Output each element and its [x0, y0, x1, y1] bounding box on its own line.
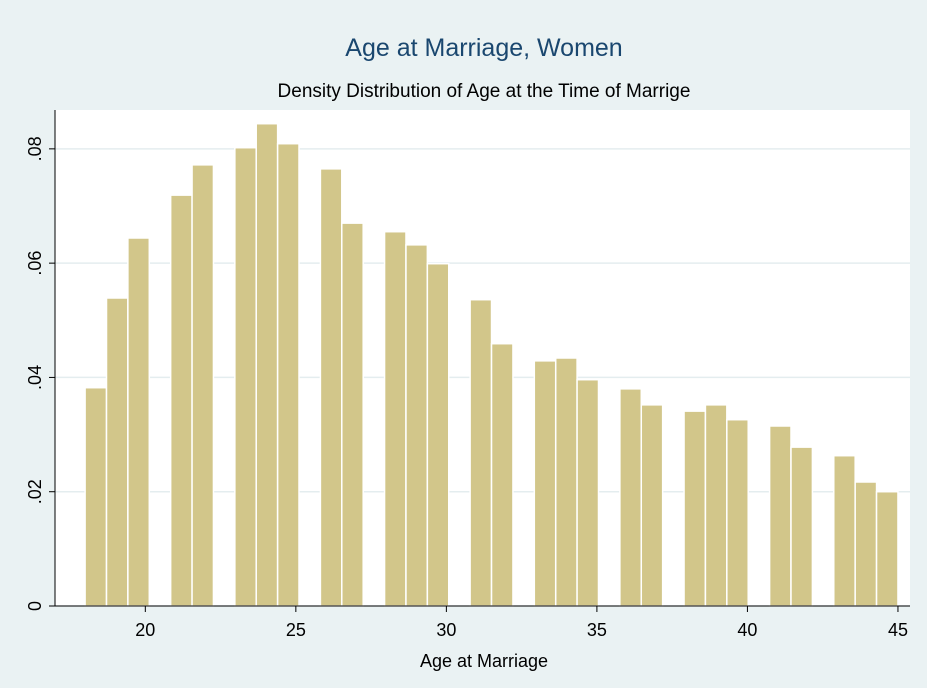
y-tick-label: .04	[25, 365, 45, 390]
x-tick-label: 30	[436, 620, 456, 640]
bar	[105, 297, 129, 607]
bar	[576, 378, 600, 607]
bar	[169, 194, 193, 607]
bar	[726, 418, 749, 607]
bar	[768, 425, 792, 607]
bar	[854, 481, 878, 607]
bar	[704, 404, 728, 607]
x-tick-label: 25	[286, 620, 306, 640]
x-tick-label: 45	[888, 620, 908, 640]
bar	[276, 142, 300, 607]
bar	[490, 342, 514, 607]
bar	[84, 386, 108, 607]
x-tick-label: 35	[587, 620, 607, 640]
x-tick-label: 40	[737, 620, 757, 640]
bar	[683, 410, 707, 607]
bar	[554, 357, 578, 607]
bar	[383, 230, 407, 607]
x-tick-label: 20	[135, 620, 155, 640]
chart-subtitle: Density Distribution of Age at the Time …	[278, 81, 691, 102]
bar	[319, 168, 343, 607]
bar	[640, 404, 664, 607]
bar	[875, 490, 899, 607]
bar	[191, 164, 215, 607]
y-tick-label: .08	[25, 136, 45, 161]
bar	[619, 388, 643, 607]
bar	[255, 122, 279, 607]
y-tick-label: .06	[25, 251, 45, 276]
bar	[405, 244, 429, 607]
y-tick-label: .02	[25, 479, 45, 504]
bar	[341, 222, 364, 607]
y-tick-label: 0	[25, 601, 45, 611]
bar	[833, 454, 856, 607]
bar	[127, 237, 151, 607]
bar	[426, 262, 450, 607]
x-axis-label: Age at Marriage	[420, 651, 548, 671]
bar	[533, 360, 557, 607]
bar	[469, 298, 493, 607]
bar	[234, 146, 257, 607]
chart-title: Age at Marriage, Women	[345, 34, 622, 62]
bar	[790, 446, 814, 607]
